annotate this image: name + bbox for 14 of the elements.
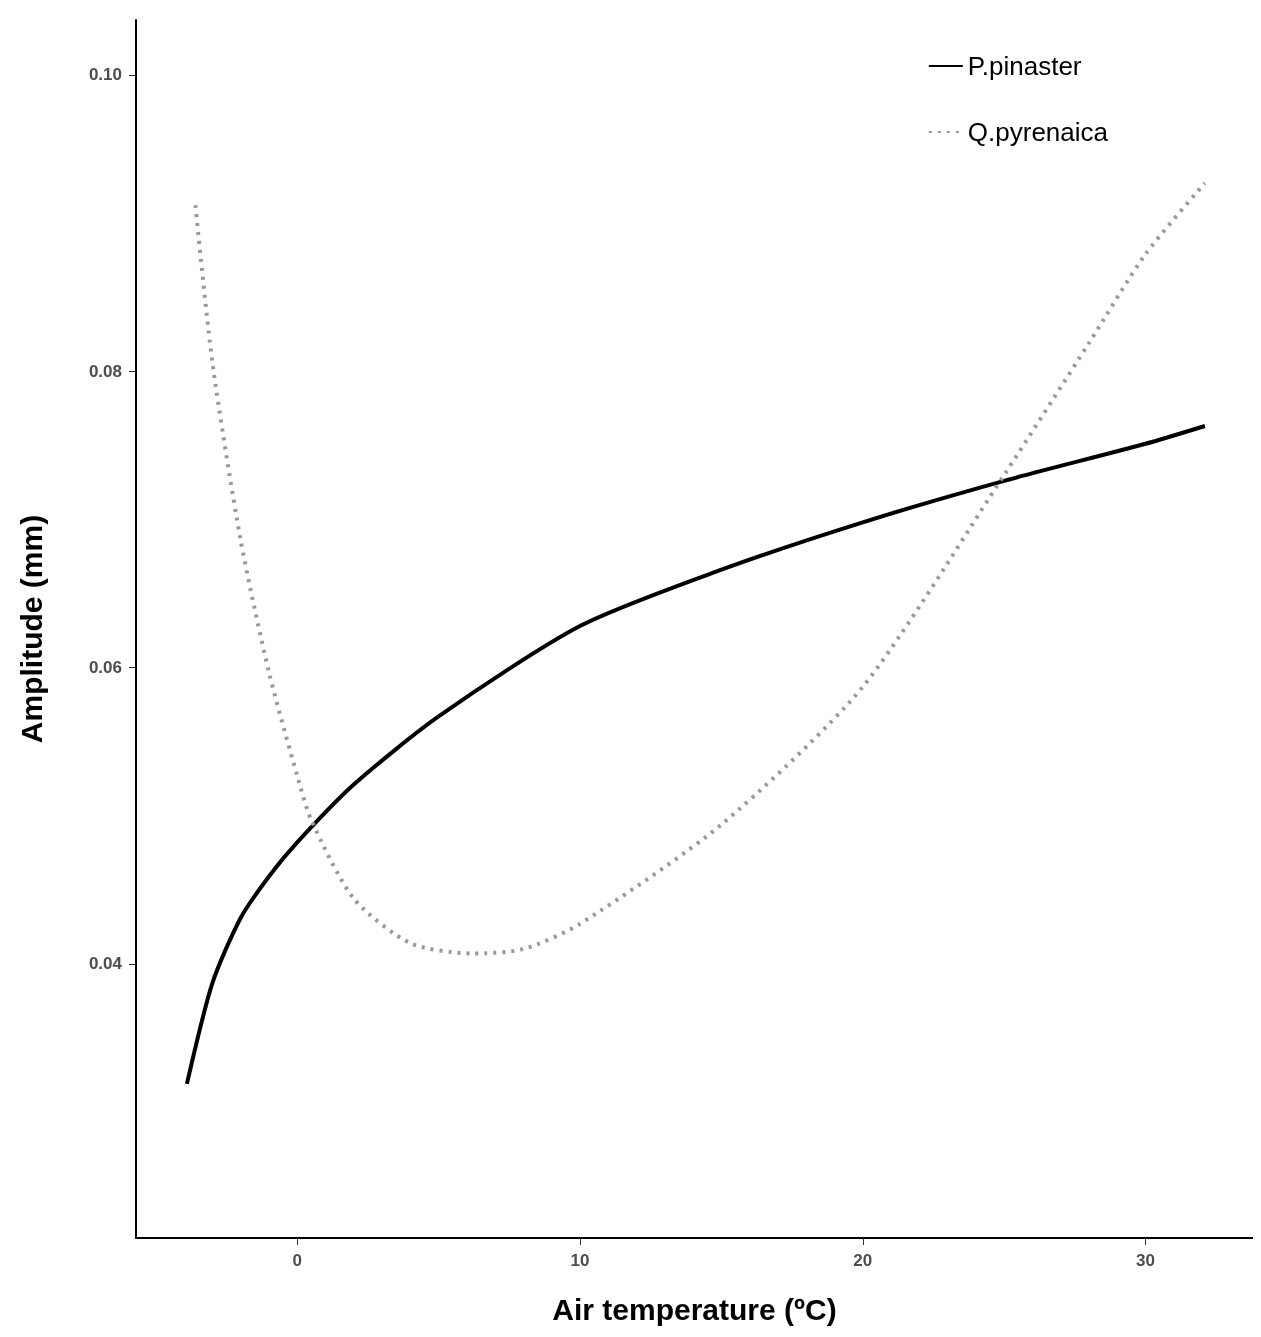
x-tick-label: 20 bbox=[853, 1251, 873, 1270]
x-axis-title: Air temperature (ºC) bbox=[552, 1292, 837, 1326]
x-tick-label: 0 bbox=[292, 1251, 302, 1270]
y-axis-title: Amplitude (mm) bbox=[14, 514, 48, 744]
y-tick-label: 0.06 bbox=[88, 658, 122, 678]
legend-label: Q.pyrenaica bbox=[967, 117, 1109, 147]
y-tick-label: 0.04 bbox=[88, 954, 123, 974]
line-series bbox=[184, 424, 1207, 1086]
x-tick-label: 30 bbox=[1136, 1251, 1155, 1270]
x-tick-label: 10 bbox=[570, 1251, 590, 1270]
legend-label: P.pinaster bbox=[967, 51, 1082, 81]
y-tick-label: 0.08 bbox=[88, 361, 122, 381]
line-series bbox=[193, 180, 1207, 956]
y-tick-label: 0.10 bbox=[88, 65, 122, 85]
